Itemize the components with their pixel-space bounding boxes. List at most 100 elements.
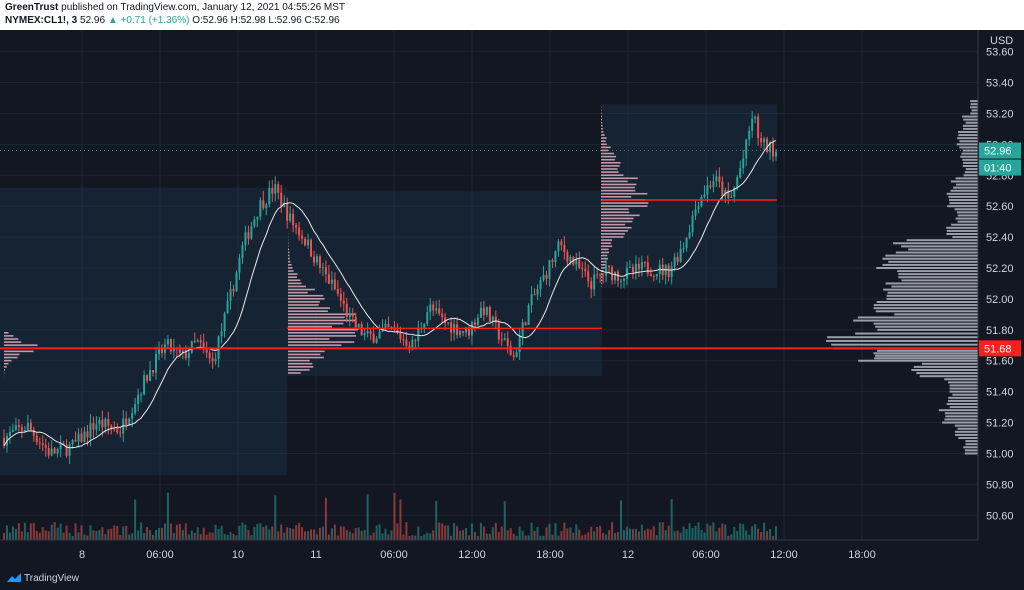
volume-bar: [330, 528, 333, 540]
session-profile-bar: [4, 335, 14, 337]
volume-profile-bar: [853, 319, 978, 322]
price-tag-label: 52.96: [984, 146, 1012, 158]
volume-bar: [357, 527, 360, 540]
candle-body: [423, 323, 426, 329]
candle-body: [14, 425, 17, 431]
volume-profile-bar: [962, 158, 978, 161]
session-profile-bar: [601, 257, 609, 260]
price-axis[interactable]: 50.60 50.80 51.00 51.20 51.40 51.60 51.80 52.00…: [986, 47, 1014, 523]
session-profile-bar: [4, 362, 9, 365]
time-axis[interactable]: 8 06:00 10 11 06:00 12:00 18:00 12 06:00 12:00 18:…: [79, 549, 876, 561]
volume-profile-bar: [877, 349, 978, 352]
volume-bar: [617, 532, 620, 540]
volume-bar: [676, 530, 679, 540]
candle-body: [86, 431, 89, 438]
session-profile-bar: [601, 158, 615, 161]
volume-bar: [494, 522, 497, 540]
volume-profile-bar: [949, 202, 978, 205]
candle-body: [399, 332, 402, 340]
price-tick-label: 53.40: [986, 78, 1014, 90]
volume-profile-bar: [961, 152, 978, 155]
symbol-label[interactable]: NYMEX:CL1!, 3: [5, 15, 78, 26]
publisher-name[interactable]: GreenTrust: [5, 2, 59, 13]
candle-body: [751, 118, 754, 131]
volume-bar: [208, 532, 211, 540]
session-profile-bar: [288, 310, 328, 312]
volume-bar: [667, 525, 670, 540]
candle-body: [518, 336, 521, 353]
volume-bar: [11, 526, 14, 540]
volume-bar: [766, 531, 769, 540]
volume-profile-bar: [964, 449, 978, 452]
price-tick-label: 50.80: [986, 479, 1014, 491]
volume-bar: [757, 528, 760, 540]
candle-body: [62, 443, 65, 445]
session-profile-bar: [601, 254, 608, 257]
volume-bar: [74, 523, 77, 540]
volume-profile-bar: [873, 322, 978, 325]
volume-profile-bar: [963, 174, 978, 177]
volume-bar: [563, 522, 566, 540]
volume-bar: [646, 528, 649, 540]
volume-profile-bar: [958, 134, 978, 137]
candle-body: [405, 339, 408, 346]
volume-profile-bar: [957, 427, 978, 430]
session-profile-bar: [601, 202, 649, 204]
candle-body: [199, 340, 202, 343]
volume-bar: [280, 524, 283, 540]
volume-bar: [35, 530, 38, 540]
candle-body: [280, 192, 283, 207]
volume-bar: [339, 526, 342, 540]
volume-profile-bar: [970, 100, 978, 103]
volume-bar: [628, 528, 631, 540]
session-profile-bar: [288, 356, 324, 359]
volume-bar: [470, 523, 473, 540]
poc-lines: [0, 199, 978, 350]
candle-body: [697, 206, 700, 210]
volume-bar: [640, 524, 643, 540]
session-profile-bar: [601, 196, 632, 198]
candle-body: [119, 432, 122, 434]
volume-bar: [104, 534, 107, 540]
volume-bar: [235, 535, 238, 540]
candle-body: [110, 425, 113, 429]
time-tick-label: 12: [622, 549, 634, 561]
volume-bar: [754, 523, 757, 540]
volume-bar: [521, 530, 524, 540]
candle-body: [527, 305, 530, 325]
volume-bar: [363, 529, 366, 540]
session-profile-bar: [288, 335, 357, 337]
volume-profile-bar: [956, 143, 978, 146]
session-profile-bar: [601, 180, 628, 183]
price-tag-label: 01:40: [984, 163, 1012, 175]
volume-bar: [509, 528, 512, 540]
session-profile-bar: [288, 344, 342, 346]
price-tick-label: 51.60: [986, 356, 1014, 368]
volume-profile-bar: [944, 418, 978, 421]
candle-body: [128, 418, 131, 425]
session-profile-bar: [601, 239, 613, 241]
volume-bar: [146, 526, 149, 540]
candle-body: [411, 339, 414, 349]
session-profile-bar: [4, 353, 20, 356]
tradingview-logo-icon[interactable]: [6, 572, 22, 584]
volume-bar: [83, 534, 86, 540]
price-chart[interactable]: USD 50.6050.8051.0051.2051.4051.6051.805…: [0, 30, 1024, 566]
tradingview-brand[interactable]: TradingView: [24, 573, 80, 584]
volume-profile-bar: [921, 362, 978, 365]
volume-bar: [733, 527, 736, 540]
volume-profile-bar: [885, 254, 978, 257]
candle-body: [390, 326, 393, 328]
volume-profile-bar: [960, 155, 978, 158]
volume-profile-bar: [908, 248, 978, 251]
session-profile-bar: [601, 165, 620, 167]
volume-bar: [163, 523, 166, 540]
volume-bar: [301, 527, 304, 540]
session-profile-bar: [288, 322, 344, 325]
session-profile-bar: [288, 366, 314, 368]
last-price: 52.96: [80, 15, 106, 26]
session-profile-bar: [4, 359, 12, 362]
session-profile-bar: [601, 112, 602, 115]
volume-bar: [50, 524, 53, 540]
session-profile-bar: [601, 109, 602, 112]
